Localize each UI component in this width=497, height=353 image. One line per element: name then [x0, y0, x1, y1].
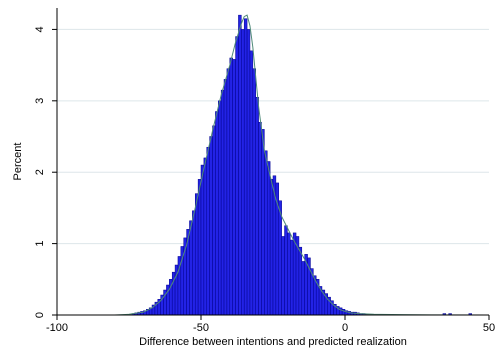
histogram-bar: [284, 225, 288, 316]
histogram-bar: [189, 220, 193, 316]
histogram-bar: [212, 125, 216, 316]
histogram-bar: [200, 164, 205, 316]
axes: [56, 8, 489, 316]
histogram-bars: [131, 14, 472, 316]
histogram-bar: [226, 68, 231, 316]
histogram-bar: [281, 236, 285, 316]
density-curve-layer: [114, 14, 490, 316]
histogram-bar: [223, 79, 228, 316]
x-axis-title: Difference between intentions and predic…: [139, 336, 407, 348]
histogram-bar: [209, 136, 213, 316]
x-tick-label: 50: [483, 322, 495, 334]
histogram-bar: [238, 14, 242, 316]
histogram-bar: [249, 50, 254, 316]
histogram-bar: [258, 121, 262, 316]
histogram-bar: [215, 111, 219, 316]
y-tick-label: 1: [34, 241, 46, 247]
histogram-bar: [290, 239, 294, 316]
y-tick-label: 0: [34, 312, 46, 318]
histogram-bar: [229, 57, 233, 316]
histogram-bar: [266, 161, 271, 316]
histogram-bar: [241, 29, 245, 316]
histogram-bar: [301, 261, 305, 316]
histogram-bar: [252, 68, 256, 316]
y-axis-title: Percent: [12, 143, 24, 181]
histogram-bar: [255, 96, 259, 316]
histogram-bar: [278, 200, 282, 316]
histogram-bar: [243, 18, 248, 316]
histogram-bar: [269, 179, 274, 316]
x-tick-label: -100: [46, 322, 68, 334]
y-tick-label: 3: [34, 98, 46, 104]
histogram-bar: [287, 232, 291, 316]
histogram-bar: [292, 232, 297, 316]
histogram-bar: [218, 100, 222, 316]
histogram-bar: [194, 193, 199, 316]
histogram-bar: [246, 29, 251, 316]
histogram-bar: [197, 179, 202, 316]
histogram-bar: [298, 246, 303, 316]
histogram-bar: [192, 210, 196, 316]
y-tick-label: 2: [34, 169, 46, 175]
histogram-bar: [264, 150, 268, 316]
density-curve: [114, 14, 490, 316]
histogram-bar: [203, 157, 208, 316]
x-tick-label: 0: [342, 322, 348, 334]
histogram-bar: [261, 129, 265, 316]
histogram-bar: [232, 59, 236, 316]
x-tick-label: -50: [193, 322, 209, 334]
histogram-bar: [206, 146, 210, 316]
y-tick-label: 4: [34, 26, 46, 32]
histogram-bar: [235, 36, 239, 316]
tick-marks: -100 -50 0 50 0 1 2 3 4: [34, 26, 495, 334]
histogram-bar: [220, 89, 225, 316]
